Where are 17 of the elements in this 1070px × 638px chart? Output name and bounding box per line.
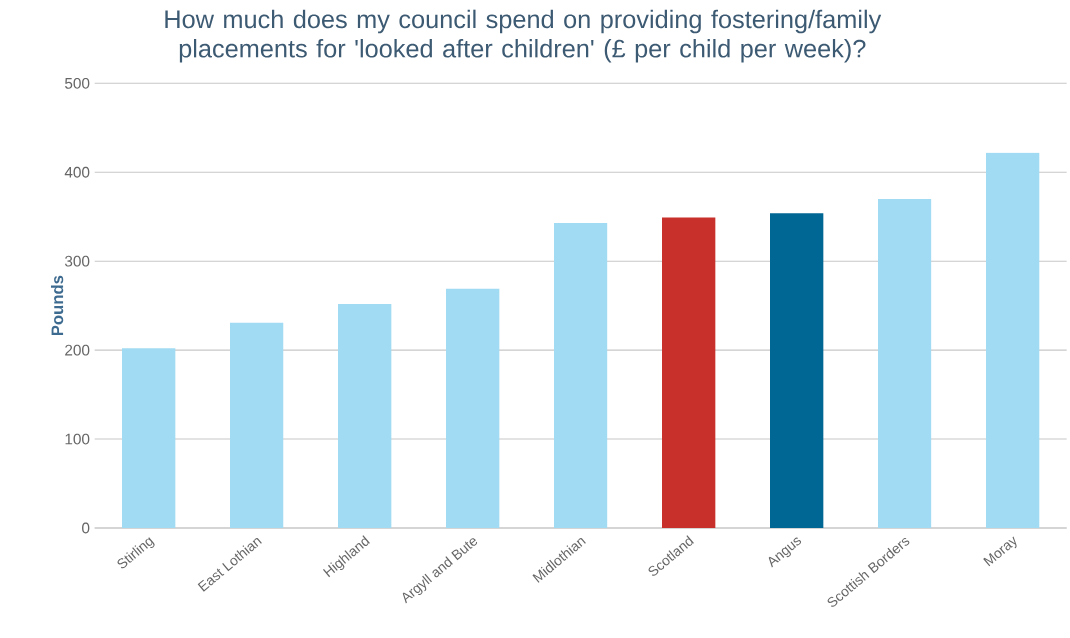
bar [230,322,284,528]
bar [662,217,716,528]
y-tick-label: 100 [65,433,90,445]
bar [878,198,932,528]
y-tick-label: 500 [64,77,90,89]
y-tick-label: 0 [82,522,90,534]
y-tick-label: 300 [64,255,90,267]
bar [554,222,608,528]
bar [446,288,500,528]
y-tick-label: 400 [64,166,90,178]
y-tick-label: 200 [65,344,90,356]
bar [770,213,824,528]
y-axis-title: Pounds [50,275,64,336]
chart-title: How much does my council spend on providing fostering/family placements for 'looked after children' (£ per child per week)? [165,9,882,63]
bar [986,152,1040,528]
bar [122,348,176,528]
bar [338,303,392,528]
